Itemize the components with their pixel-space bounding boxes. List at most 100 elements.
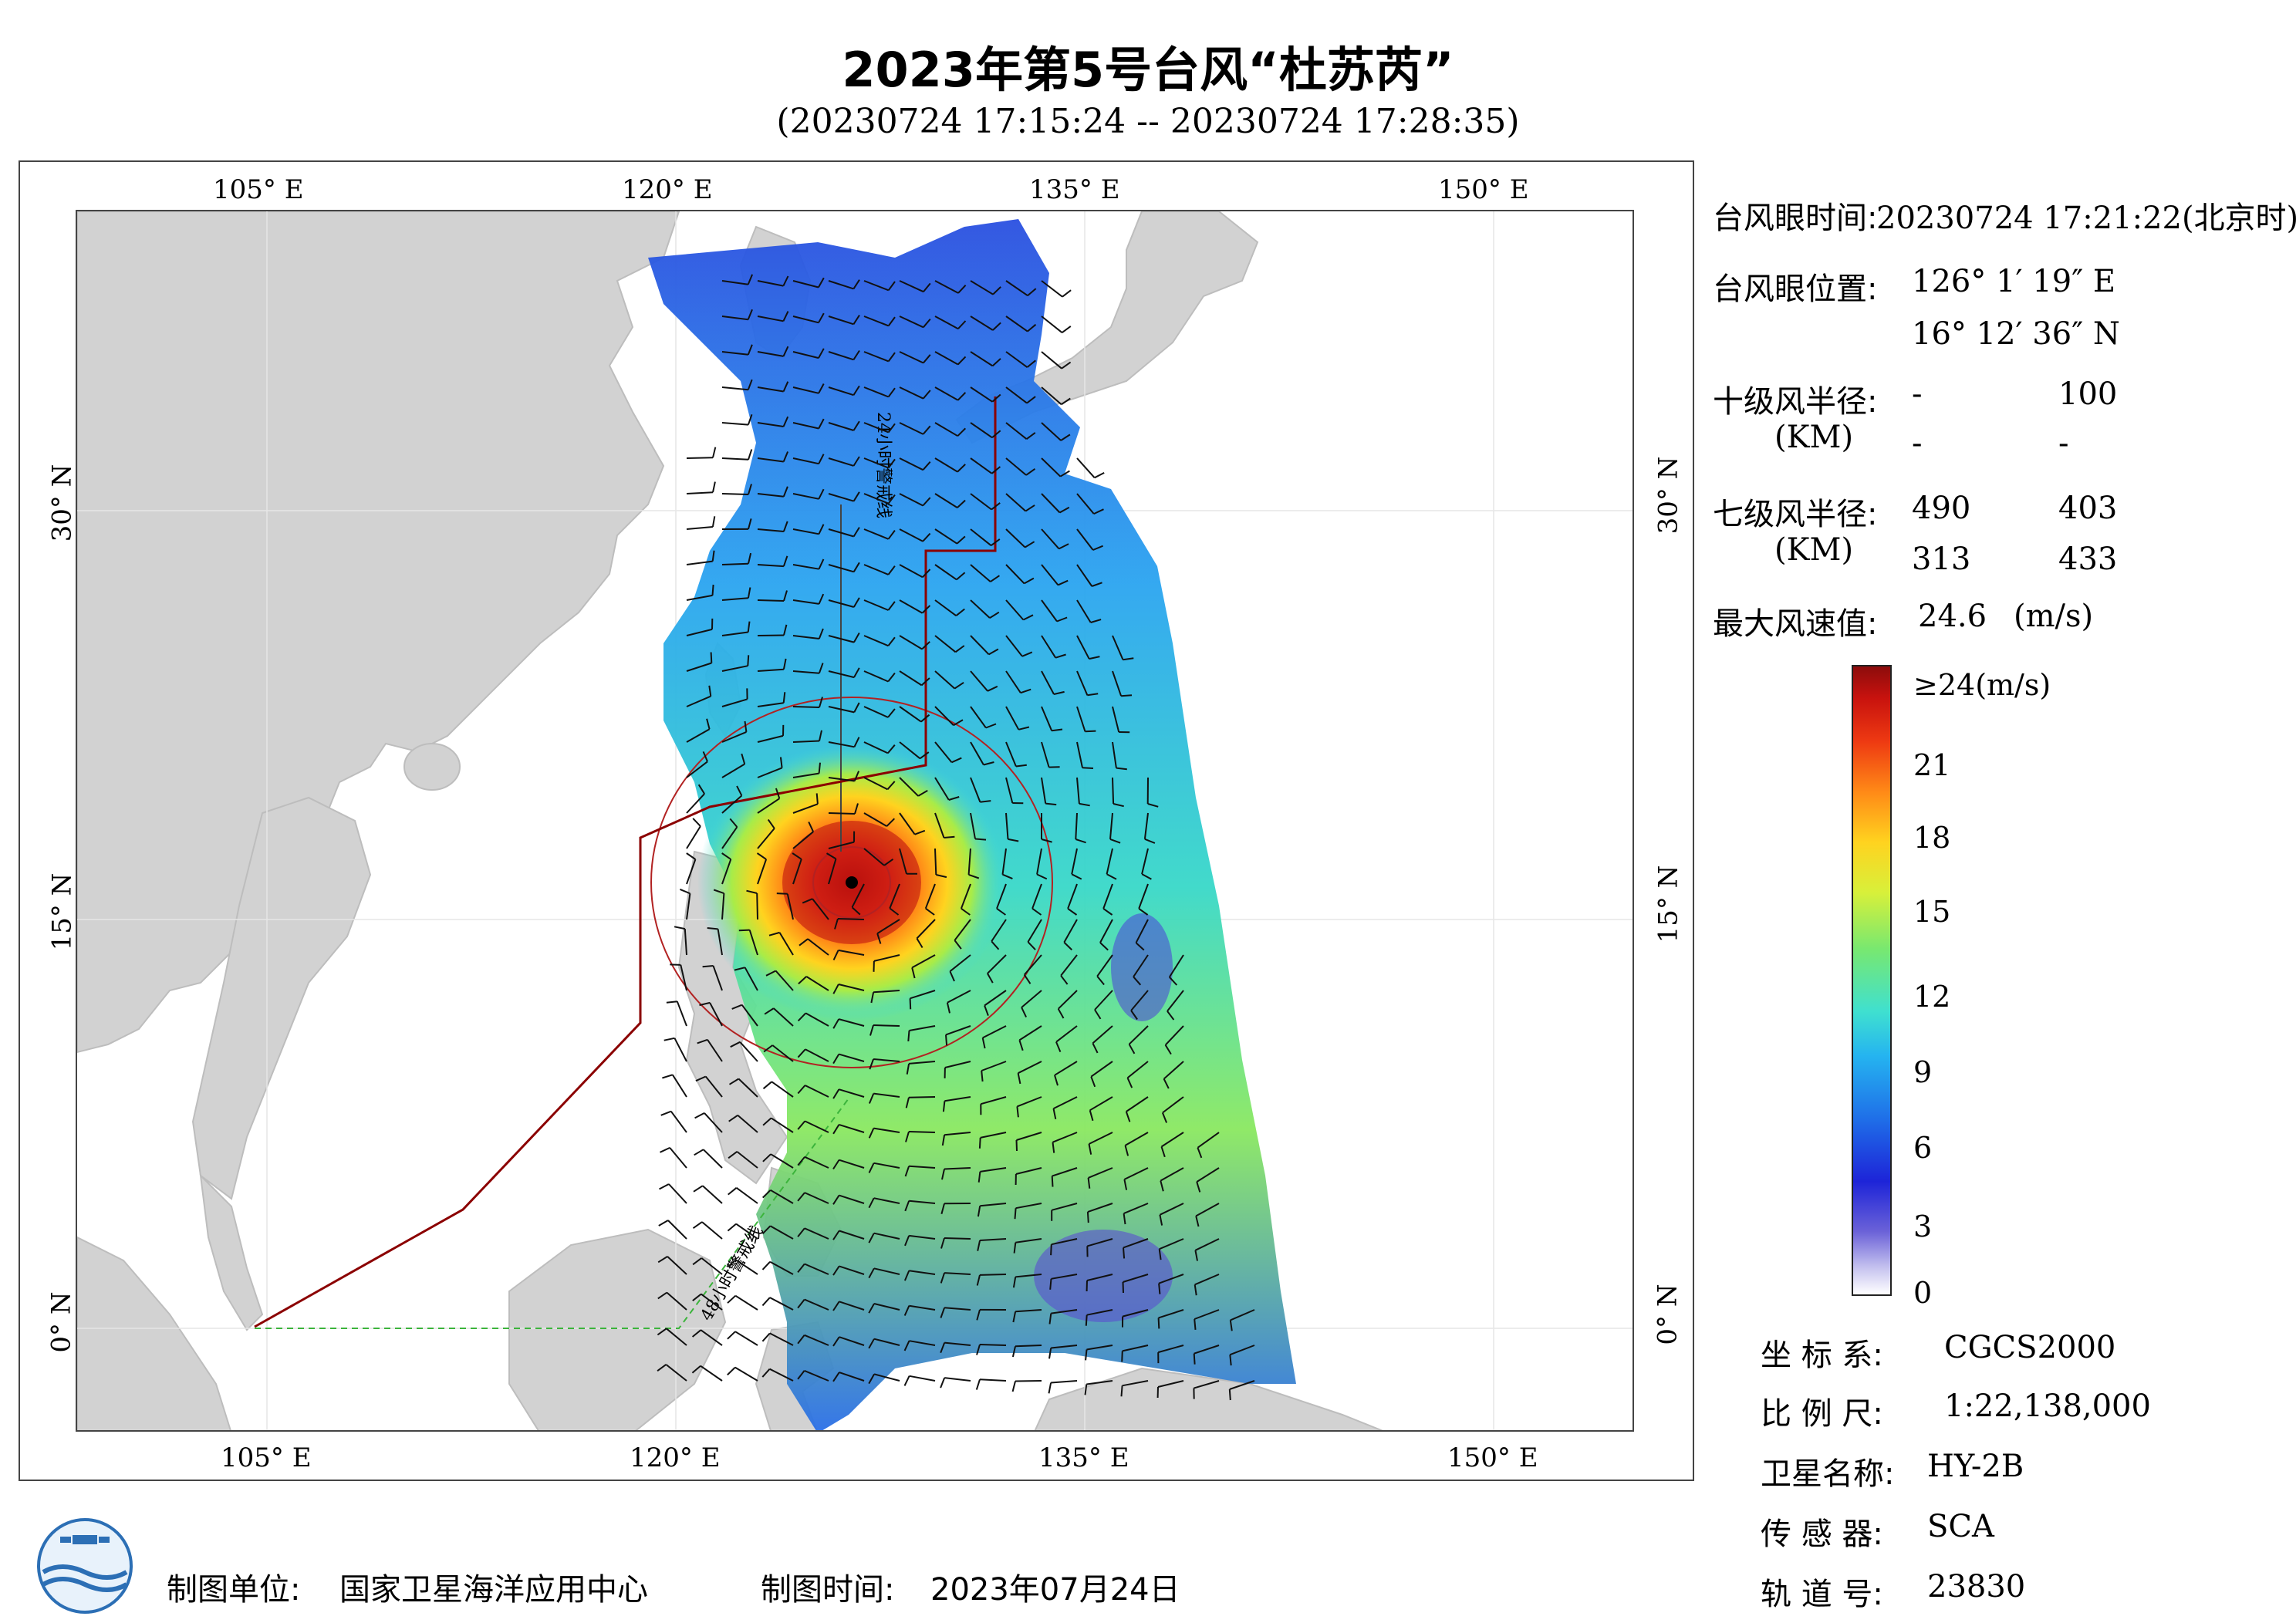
- wind-barb-feather: [887, 636, 896, 646]
- wind-barb: [1076, 564, 1093, 587]
- wind-barb: [1005, 528, 1026, 548]
- wind-barb: [676, 1000, 687, 1027]
- wind-barb-feather: [728, 1187, 738, 1196]
- wind-barb-feather: [981, 1038, 986, 1049]
- wind-barb: [909, 1304, 936, 1311]
- wind-barb-feather: [957, 499, 966, 508]
- wind-barb: [757, 798, 780, 814]
- wind-barb-feather: [692, 1293, 702, 1301]
- wind-barb: [934, 670, 956, 690]
- wind-barb: [686, 793, 705, 814]
- wind-barb: [970, 528, 992, 546]
- wind-barb-feather: [746, 889, 758, 894]
- wind-barb-feather: [727, 1223, 737, 1232]
- typhoon-eye-marker: [846, 876, 858, 889]
- wind-barb: [1076, 635, 1090, 660]
- wind-barb: [738, 1078, 758, 1098]
- wind-barb-feather: [968, 873, 980, 879]
- wind-barb: [1041, 670, 1055, 695]
- wind-barb: [686, 695, 711, 707]
- wind-barb: [970, 457, 993, 474]
- wind-barb: [1112, 635, 1124, 660]
- wind-barb: [980, 1132, 1007, 1139]
- wind-barb-feather: [663, 1037, 675, 1041]
- max-wind-label: 最大风速值:: [1713, 606, 1878, 642]
- wind-barb: [686, 594, 713, 601]
- wind-barb-feather: [764, 1007, 775, 1015]
- r10-sw: -: [1912, 426, 1923, 461]
- wind-barb-feather: [797, 1120, 806, 1130]
- wind-barb: [944, 1061, 971, 1068]
- wind-barb: [1109, 812, 1113, 839]
- wind-barb: [1162, 1096, 1184, 1114]
- wind-barb: [899, 422, 924, 435]
- wind-barb-feather: [868, 1128, 875, 1139]
- wind-barb-feather: [694, 1112, 705, 1119]
- wind-barb: [804, 1298, 829, 1311]
- wind-barb-feather: [702, 965, 714, 968]
- wind-barb: [717, 929, 723, 956]
- r7-se: 403: [2058, 491, 2118, 526]
- wind-barb-feather: [818, 383, 825, 394]
- wind-barb-feather: [660, 1146, 670, 1153]
- wind-barb-feather: [975, 1378, 981, 1390]
- wind-barb: [1018, 1061, 1042, 1075]
- wind-barb-feather: [727, 1366, 736, 1376]
- wind-barb: [721, 665, 748, 672]
- wind-barb-feather: [1062, 289, 1072, 298]
- wind-barb-feather: [1158, 1283, 1161, 1294]
- wind-barb-feather: [747, 621, 751, 633]
- wind-barb-feather: [1113, 803, 1124, 808]
- wind-barb-feather: [1196, 1181, 1201, 1193]
- wind-barb-feather: [748, 484, 752, 495]
- wind-barb-feather: [657, 1364, 667, 1372]
- wind-barb-feather: [818, 277, 825, 288]
- wind-barb: [899, 706, 922, 723]
- wind-barb: [1005, 635, 1023, 657]
- wind-barb-feather: [762, 1189, 772, 1199]
- wind-barb: [1159, 1238, 1184, 1250]
- wind-barb-feather: [1026, 359, 1036, 368]
- wind-barb-feather: [1163, 1078, 1170, 1089]
- wind-barb-feather: [1099, 942, 1109, 951]
- colorbar-tick-24: ≥24(m/s): [1913, 668, 2051, 702]
- wind-barb: [970, 670, 988, 692]
- wind-barb-feather: [1075, 838, 1086, 844]
- wind-barb-feather: [1025, 541, 1035, 548]
- wind-barb: [757, 422, 784, 427]
- wind-barb: [744, 967, 758, 991]
- wind-barb-feather: [991, 393, 1001, 403]
- wind-barb: [1041, 493, 1061, 514]
- wind-barb-feather: [657, 1256, 668, 1264]
- wind-barb-feather: [922, 425, 931, 435]
- producer-value: 国家卫星海洋应用中心: [339, 1572, 648, 1608]
- wind-barb-feather: [1067, 908, 1078, 916]
- wind-barb: [828, 841, 855, 849]
- colorbar-tick-21: 21: [1913, 748, 1951, 782]
- wind-barb: [873, 1058, 900, 1062]
- wind-barb: [863, 599, 889, 611]
- wind-barb: [1138, 883, 1149, 909]
- wind-barb: [970, 706, 987, 729]
- wind-barb: [666, 1291, 687, 1311]
- wind-barb: [771, 1081, 794, 1098]
- wind-barb: [1196, 1167, 1220, 1183]
- wind-barb: [805, 1048, 829, 1062]
- wind-barb: [1053, 1096, 1078, 1109]
- wind-barb: [1128, 1025, 1149, 1045]
- wind-barb: [934, 741, 953, 763]
- wind-barb: [1086, 1380, 1113, 1385]
- wind-barb-feather: [797, 1227, 805, 1237]
- wind-barb-feather: [762, 1117, 772, 1126]
- wind-barb: [863, 315, 890, 327]
- orbit-label: 轨 道 号:: [1761, 1577, 1883, 1612]
- satellite-value: HY-2B: [1927, 1449, 2024, 1484]
- wind-barb: [980, 1167, 1007, 1173]
- wind-barb-feather: [1169, 977, 1178, 986]
- wind-barb-feather: [818, 663, 824, 674]
- wind-barb: [686, 662, 712, 672]
- wind-barb-feather: [945, 1034, 948, 1046]
- wind-barb-feather: [917, 789, 928, 797]
- wind-barb: [980, 1238, 1007, 1241]
- wind-barb: [873, 1092, 900, 1098]
